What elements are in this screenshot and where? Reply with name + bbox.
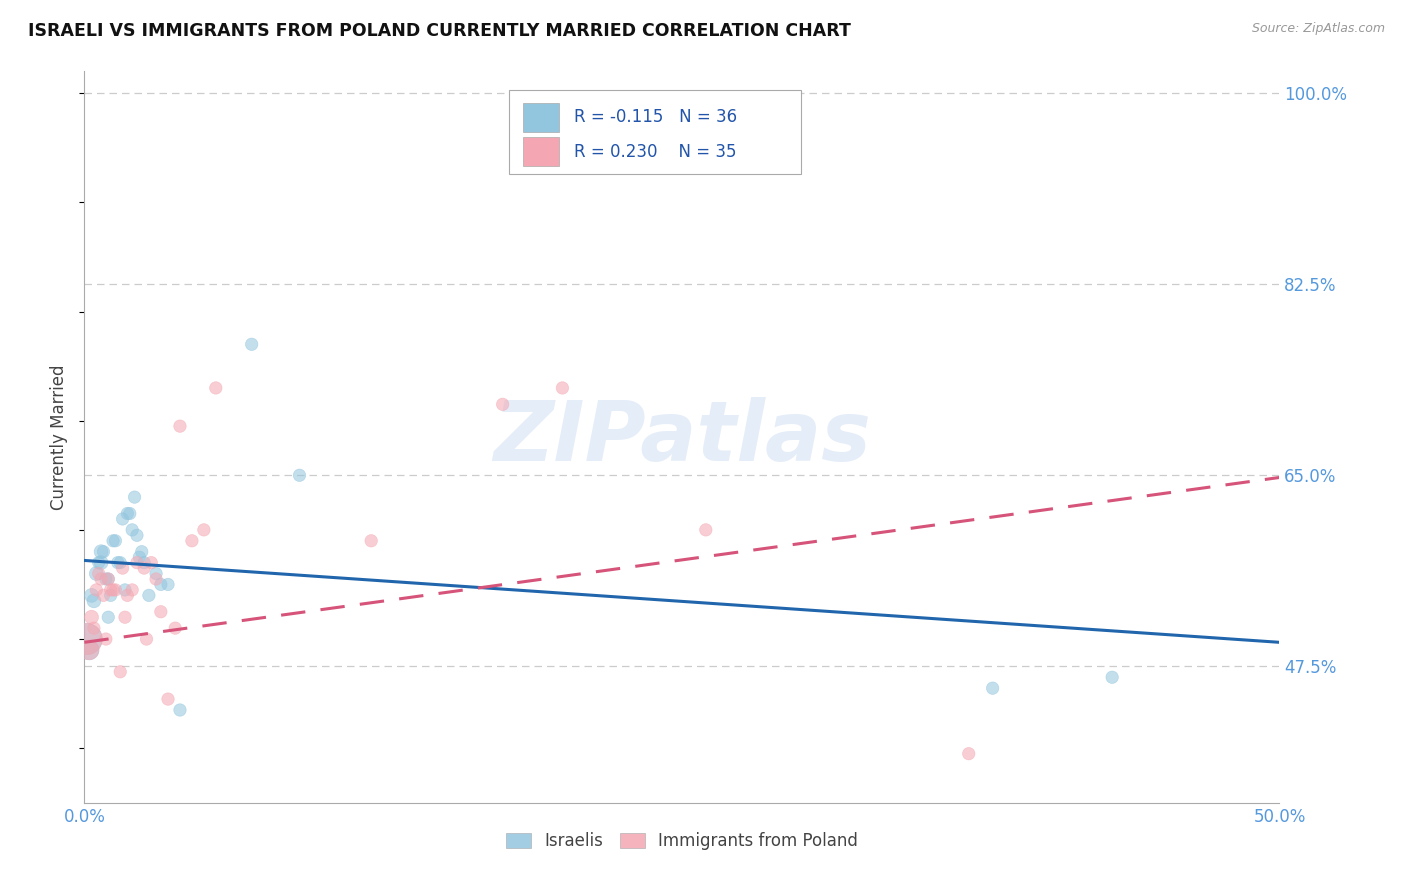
FancyBboxPatch shape bbox=[509, 90, 801, 174]
Point bbox=[695, 523, 717, 537]
Point bbox=[145, 566, 167, 581]
Point bbox=[100, 582, 122, 597]
Point bbox=[360, 533, 382, 548]
Text: Source: ZipAtlas.com: Source: ZipAtlas.com bbox=[1251, 22, 1385, 36]
Point bbox=[117, 507, 139, 521]
Bar bbox=[523, 137, 558, 167]
Point bbox=[76, 632, 98, 646]
Point bbox=[111, 561, 134, 575]
Point bbox=[193, 523, 215, 537]
Point bbox=[981, 681, 1004, 695]
Point bbox=[100, 588, 122, 602]
Point bbox=[94, 632, 117, 646]
Point bbox=[125, 528, 148, 542]
Point bbox=[169, 703, 191, 717]
Point bbox=[110, 556, 132, 570]
Point bbox=[117, 588, 139, 602]
Point bbox=[97, 572, 120, 586]
Text: ISRAELI VS IMMIGRANTS FROM POLAND CURRENTLY MARRIED CORRELATION CHART: ISRAELI VS IMMIGRANTS FROM POLAND CURREN… bbox=[28, 22, 851, 40]
Point bbox=[157, 577, 180, 591]
Point bbox=[93, 545, 115, 559]
Point bbox=[114, 582, 136, 597]
Point bbox=[97, 610, 120, 624]
Point bbox=[1101, 670, 1123, 684]
Point bbox=[149, 577, 172, 591]
Point bbox=[145, 572, 167, 586]
Point bbox=[76, 632, 98, 646]
Point bbox=[111, 512, 134, 526]
Point bbox=[110, 665, 132, 679]
Point bbox=[492, 397, 515, 411]
Point bbox=[157, 692, 180, 706]
Point bbox=[83, 594, 105, 608]
Point bbox=[288, 468, 311, 483]
Legend: Israelis, Immigrants from Poland: Israelis, Immigrants from Poland bbox=[499, 825, 865, 856]
Point bbox=[107, 556, 129, 570]
Point bbox=[114, 610, 136, 624]
Point bbox=[97, 572, 120, 586]
Point bbox=[90, 556, 112, 570]
Point bbox=[240, 337, 263, 351]
Point bbox=[165, 621, 187, 635]
Point bbox=[121, 523, 143, 537]
Point bbox=[957, 747, 980, 761]
Point bbox=[121, 582, 143, 597]
Point bbox=[118, 507, 141, 521]
Point bbox=[149, 605, 172, 619]
Point bbox=[104, 582, 127, 597]
Point bbox=[80, 610, 103, 624]
Point bbox=[101, 582, 124, 597]
Point bbox=[135, 632, 157, 646]
Point bbox=[181, 533, 204, 548]
Point bbox=[141, 556, 163, 570]
Text: R = 0.230    N = 35: R = 0.230 N = 35 bbox=[575, 143, 737, 161]
Point bbox=[169, 419, 191, 434]
Text: ZIPatlas: ZIPatlas bbox=[494, 397, 870, 477]
Point bbox=[83, 621, 105, 635]
Point bbox=[104, 533, 127, 548]
Point bbox=[101, 533, 124, 548]
Point bbox=[77, 643, 100, 657]
Point bbox=[94, 572, 117, 586]
Bar bbox=[523, 103, 558, 132]
Point bbox=[205, 381, 228, 395]
Point bbox=[80, 588, 103, 602]
Point bbox=[128, 550, 150, 565]
Point bbox=[93, 588, 115, 602]
Point bbox=[86, 582, 108, 597]
Point bbox=[124, 490, 146, 504]
Y-axis label: Currently Married: Currently Married bbox=[51, 364, 69, 510]
Point bbox=[87, 556, 110, 570]
Point bbox=[125, 556, 148, 570]
Point bbox=[90, 545, 112, 559]
Point bbox=[132, 561, 156, 575]
Point bbox=[132, 556, 156, 570]
Point bbox=[131, 545, 153, 559]
Point bbox=[86, 566, 108, 581]
Point bbox=[87, 566, 110, 581]
Point bbox=[77, 643, 100, 657]
Point bbox=[138, 588, 160, 602]
Point bbox=[551, 381, 574, 395]
Point bbox=[90, 572, 112, 586]
Text: R = -0.115   N = 36: R = -0.115 N = 36 bbox=[575, 109, 738, 127]
